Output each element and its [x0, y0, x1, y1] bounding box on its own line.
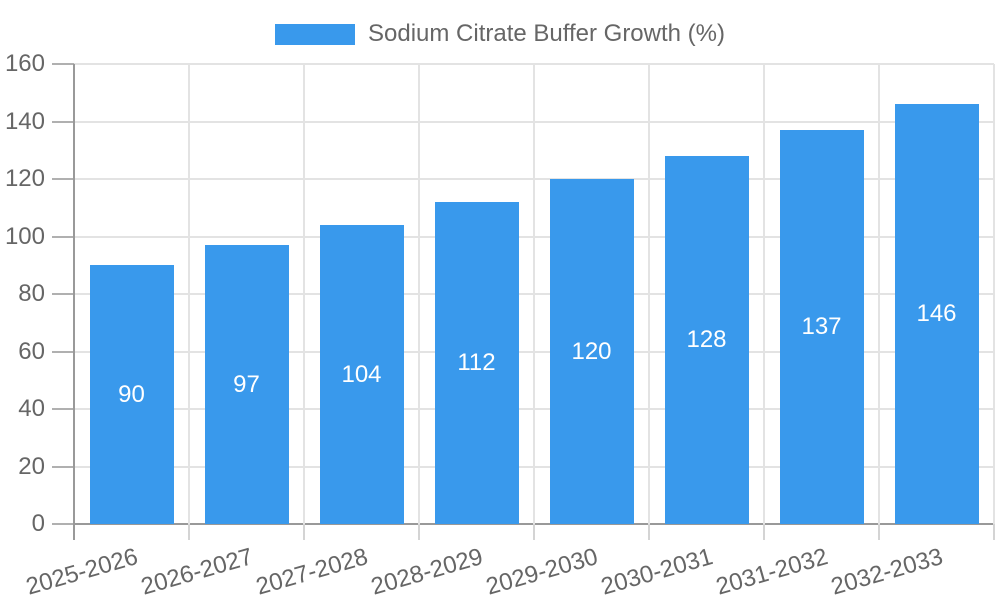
- x-tick-6: [763, 524, 765, 540]
- y-tick-60: [52, 350, 74, 353]
- y-tick-20: [52, 465, 74, 468]
- bar-value-label: 104: [341, 360, 382, 388]
- y-axis-label-60: 60: [18, 337, 45, 365]
- x-gridline-1: [188, 64, 190, 524]
- x-tick-7: [878, 524, 880, 540]
- x-gridline-0: [73, 64, 75, 524]
- x-axis-label-2030-2031: 2030-2031: [597, 543, 716, 600]
- x-tick-8: [993, 524, 995, 540]
- bar-2028-2029[interactable]: 112: [434, 202, 519, 524]
- legend: Sodium Citrate Buffer Growth (%): [0, 22, 1000, 46]
- bar-2026-2027[interactable]: 97: [204, 245, 289, 524]
- x-tick-0: [73, 524, 75, 540]
- x-gridline-4: [533, 64, 535, 524]
- bar-value-label: 128: [686, 326, 727, 353]
- y-tick-160: [52, 63, 74, 65]
- bar-value-label: 90: [118, 380, 145, 408]
- bar-2027-2028[interactable]: 104: [319, 225, 404, 524]
- x-axis-label-2028-2029: 2028-2029: [367, 543, 486, 600]
- bar-2031-2032[interactable]: 137: [779, 130, 864, 524]
- y-axis-label-80: 80: [18, 280, 45, 307]
- y-axis-label-40: 40: [18, 395, 45, 422]
- bar-value-label: 97: [233, 370, 260, 398]
- y-tick-140: [52, 120, 74, 123]
- x-gridline-3: [418, 64, 420, 524]
- bar-2032-2033[interactable]: 146: [894, 104, 979, 524]
- y-axis-label-140: 140: [4, 107, 45, 135]
- y-axis-label-0: 0: [31, 510, 45, 537]
- y-axis-label-20: 20: [18, 452, 45, 480]
- x-gridline-2: [303, 64, 305, 524]
- x-tick-5: [648, 524, 650, 540]
- x-axis-label-2031-2032: 2031-2032: [712, 543, 831, 600]
- bar-2030-2031[interactable]: 128: [664, 156, 749, 524]
- legend-swatch: [274, 23, 355, 45]
- x-tick-3: [418, 524, 420, 540]
- x-axis-label-2027-2028: 2027-2028: [252, 543, 371, 600]
- x-axis-label-2029-2030: 2029-2030: [482, 543, 601, 600]
- x-axis-label-2026-2027: 2026-2027: [137, 543, 256, 600]
- x-gridline-6: [763, 64, 765, 524]
- x-axis-label-2032-2033: 2032-2033: [827, 543, 946, 600]
- x-tick-4: [533, 524, 535, 540]
- x-gridline-7: [878, 64, 880, 524]
- x-gridline-5: [648, 64, 650, 524]
- y-axis-label-120: 120: [4, 165, 45, 192]
- bar-value-label: 146: [916, 300, 957, 328]
- y-tick-40: [52, 408, 74, 410]
- x-axis-label-2025-2026: 2025-2026: [22, 543, 141, 600]
- x-tick-1: [188, 524, 190, 540]
- legend-label: Sodium Citrate Buffer Growth (%): [367, 20, 725, 47]
- x-tick-2: [303, 524, 305, 540]
- y-tick-100: [52, 235, 74, 238]
- bar-2029-2030[interactable]: 120: [549, 179, 634, 524]
- bar-value-label: 112: [457, 349, 496, 376]
- bar-value-label: 120: [571, 337, 612, 365]
- y-tick-120: [52, 178, 74, 180]
- bar-2025-2026[interactable]: 90: [89, 265, 174, 524]
- y-axis-label-100: 100: [4, 222, 45, 250]
- legend-item[interactable]: Sodium Citrate Buffer Growth (%): [274, 20, 725, 47]
- bar-value-label: 137: [801, 313, 842, 341]
- x-gridline-8: [993, 64, 995, 524]
- y-axis-label-160: 160: [4, 50, 45, 77]
- y-tick-0: [52, 523, 74, 525]
- y-tick-80: [52, 293, 74, 295]
